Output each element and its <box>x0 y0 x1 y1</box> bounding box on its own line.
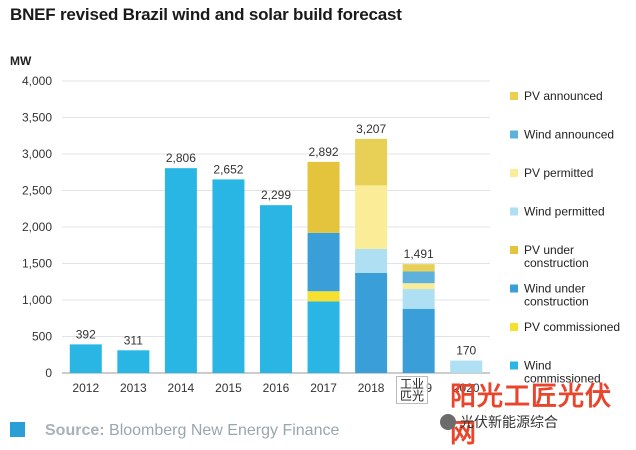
x-tick-label: 2015 <box>215 381 242 395</box>
data-label: 2,892 <box>309 145 339 159</box>
x-tick-label: 2014 <box>168 381 195 395</box>
bar-segment <box>307 291 340 302</box>
legend-swatch <box>510 284 518 293</box>
x-tick-label: 2016 <box>263 381 290 395</box>
y-tick-labels: 0 500 1,000 1,500 2,000 2,500 3,000 3,500 4,000 <box>22 74 52 380</box>
bar-segment <box>69 344 102 373</box>
y-tick-label: 500 <box>32 330 52 344</box>
legend-label: PV under <box>524 243 574 257</box>
watermark-wechat: 光伏新能源综合 <box>440 412 558 432</box>
legend-label: Wind permitted <box>524 205 605 219</box>
bar-segment <box>402 264 435 272</box>
legend-label: construction <box>524 295 589 309</box>
bar-segment <box>402 283 435 290</box>
source-text: Bloomberg New Energy Finance <box>104 422 340 439</box>
legend-swatch <box>510 246 518 254</box>
source-marker-icon <box>10 422 25 437</box>
watermark-stamp: 工业 匹光 <box>396 376 429 404</box>
chart-title: BNEF revised Brazil wind and solar build… <box>10 5 402 24</box>
legend-swatch <box>510 169 518 177</box>
y-tick-label: 0 <box>45 366 52 380</box>
source-label: Source: <box>45 422 105 439</box>
data-label: 2,806 <box>166 151 196 165</box>
bar-segment <box>355 272 388 373</box>
data-label: 392 <box>76 327 96 341</box>
y-tick-label: 3,500 <box>22 111 52 125</box>
legend-label: Wind announced <box>524 128 614 142</box>
legend-label: Wind <box>524 359 551 373</box>
legend-swatch <box>510 361 518 370</box>
data-label: 311 <box>124 333 143 347</box>
y-axis-unit: MW <box>10 54 32 68</box>
x-tick-label: 2017 <box>310 381 337 395</box>
legend-label: PV permitted <box>524 166 593 180</box>
bar-segment <box>307 161 340 233</box>
bar-segment <box>402 308 435 373</box>
bar-segment <box>260 205 292 373</box>
bar-segment <box>307 232 340 292</box>
bar-segment <box>164 168 197 373</box>
legend-swatch <box>510 323 518 331</box>
x-tick-label: 2018 <box>358 381 385 395</box>
legend-label: Wind under <box>524 282 585 296</box>
legend-swatch <box>510 130 518 139</box>
data-label: 170 <box>456 344 476 358</box>
y-tick-label: 2,500 <box>22 184 52 198</box>
legend-label: PV commissioned <box>524 320 620 334</box>
legend-label: commissioned <box>524 372 601 386</box>
data-label: 2,652 <box>213 162 243 176</box>
x-tick-label: 2013 <box>120 381 147 395</box>
y-tick-label: 1,000 <box>22 293 52 307</box>
y-tick-label: 3,000 <box>22 147 52 161</box>
data-label: 3,207 <box>356 122 386 136</box>
bar-layer <box>69 138 483 373</box>
legend-swatch <box>510 207 518 216</box>
wechat-icon <box>440 414 456 430</box>
x-tick-label: 2020 <box>453 381 480 395</box>
y-tick-label: 4,000 <box>22 74 52 88</box>
data-labels: 392 311 2,806 2,652 2,299 2,892 3,207 1,491 170 <box>76 122 477 358</box>
y-tick-label: 2,000 <box>22 220 52 234</box>
bar-segment <box>355 248 388 273</box>
y-tick-label: 1,500 <box>22 257 52 271</box>
data-label: 1,491 <box>404 247 434 261</box>
bar-segment <box>402 289 435 309</box>
legend-swatch <box>510 92 518 100</box>
legend: PV announced Wind announced PV permitted Wi… <box>510 89 620 386</box>
x-tick-label: 2012 <box>72 381 99 395</box>
bar-segment <box>355 185 388 249</box>
legend-label: PV announced <box>524 89 603 103</box>
data-label: 2,299 <box>261 188 291 202</box>
bar-segment <box>117 350 150 373</box>
bar-segment <box>402 271 435 284</box>
bar-segment <box>450 360 483 373</box>
source-footer: Source: Bloomberg New Energy Finance <box>10 422 339 440</box>
bar-segment <box>212 179 245 373</box>
legend-label: construction <box>524 256 589 270</box>
bar-segment <box>307 301 340 373</box>
bar-segment <box>355 138 388 186</box>
